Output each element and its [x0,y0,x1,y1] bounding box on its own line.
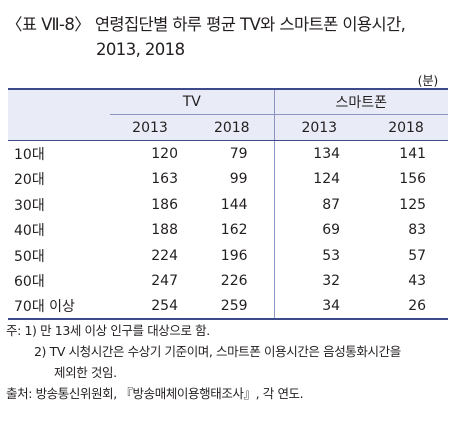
smartphone-2018-cell: 83 [408,222,427,239]
tv-2013-cell: 188 [151,222,178,239]
smartphone-2018-cell: 43 [408,273,427,290]
table-row: 20대 163 99 124 156 [8,166,448,192]
tv-2013-cell: 247 [151,273,178,290]
smartphone-2013-cell: 34 [273,294,365,320]
table-title-line2: 2013, 2018 [96,40,185,59]
smartphone-2013-cell: 87 [273,192,365,218]
tv-2018-cell: 196 [220,247,248,264]
table-row: 40대 188 162 69 83 [8,217,448,243]
age-group-cell: 70대 이상 [8,294,110,320]
tv-2013-cell: 186 [151,196,178,213]
table-row: 50대 224 196 53 57 [8,243,448,269]
note-2-line1: 2) TV 시청시간은 수상기 기준이며, 스마트폰 이용시간은 음성통화시간을 [34,344,401,359]
group-header-row: TV 스마트폰 [8,88,449,115]
year-header: 2018 [190,114,275,141]
tv-2018-cell: 259 [190,294,275,320]
age-group-cell: 40대 [14,223,45,240]
smartphone-2018-cell: 57 [408,247,427,264]
age-group-cell: 30대 [14,197,45,214]
data-table: TV 스마트폰 2013 2018 2013 2018 10대 120 79 1… [8,88,449,320]
tv-2013-cell: 120 [151,145,178,162]
smartphone-2013-cell: 69 [273,217,365,243]
source-note: 출처: 방송통신위원회, 『방송매체이용행태조사』, 각 연도. [6,386,304,401]
tv-2018-cell: 99 [229,171,248,188]
tv-2018-cell: 79 [229,145,248,162]
tv-2013-cell: 163 [151,171,178,188]
smartphone-2013-cell: 124 [273,166,365,192]
smartphone-2018-cell: 141 [399,145,427,162]
note-1: 주: 1) 만 13세 이상 인구를 대상으로 함. [6,323,210,338]
table-row: 30대 186 144 87 125 [8,192,448,218]
table-row: 70대 이상 254 259 34 26 [8,294,449,320]
smartphone-2013-cell: 32 [273,268,365,294]
smartphone-2013-cell: 53 [273,243,365,269]
year-header: 2013 [273,114,365,141]
table-notes: 주: 1) 만 13세 이상 인구를 대상으로 함. 2) TV 시청시간은 수… [6,320,458,404]
smartphone-2018-cell: 26 [364,294,449,320]
table-row: 60대 247 226 32 43 [8,268,448,294]
table-number: 〈표 Ⅶ-8〉 [6,15,91,34]
corner-cell-lower [8,114,110,141]
tv-2013-cell: 254 [110,294,190,320]
tv-2013-cell: 224 [151,247,178,264]
note-2-line2: 제외한 것임. [54,365,117,380]
year-header: 2013 [110,114,190,141]
age-group-cell: 10대 [14,146,45,163]
age-group-cell: 20대 [14,172,45,189]
tv-2018-cell: 162 [220,222,248,239]
table-caption: 〈표 Ⅶ-8〉 연령집단별 하루 평균 TV와 스마트폰 이용시간, 2013,… [6,12,458,62]
year-header: 2018 [364,114,449,141]
corner-cell [8,88,110,115]
smartphone-2018-cell: 156 [399,171,427,188]
smartphone-2018-cell: 125 [399,196,427,213]
table-row: 10대 120 79 134 141 [8,140,448,167]
tv-group-header: TV [110,88,275,115]
age-group-cell: 60대 [14,274,45,291]
smartphone-2013-cell: 134 [273,140,365,167]
unit-label: (분) [417,73,439,88]
table-title-line1: 연령집단별 하루 평균 TV와 스마트폰 이용시간, [94,15,406,34]
tv-2018-cell: 144 [220,196,248,213]
smartphone-group-header: 스마트폰 [273,88,449,115]
tv-2018-cell: 226 [220,273,248,290]
year-header-row: 2013 2018 2013 2018 [8,114,449,141]
age-group-cell: 50대 [14,248,45,265]
